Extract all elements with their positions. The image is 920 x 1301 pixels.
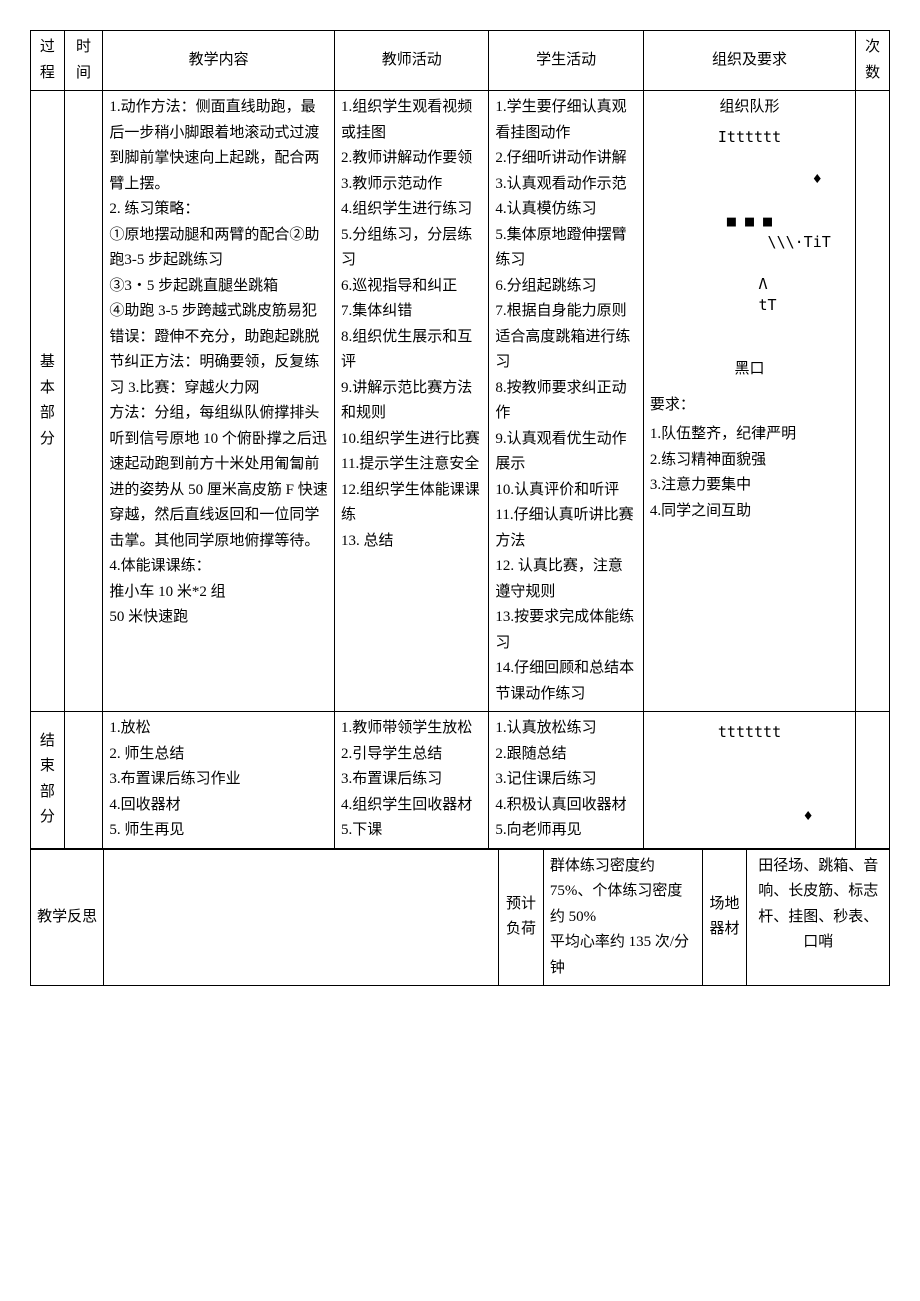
- equip-text: 田径场、跳箱、音响、长皮筋、标志杆、挂图、秒表、口哨: [747, 849, 890, 986]
- main-teacher-cell: 1.组织学生观看视频或挂图 2.教师讲解动作要领 3.教师示范动作 4.组织学生…: [335, 91, 489, 712]
- org-req-text: 1.队伍整齐，纪律严明 2.练习精神面貌强 3.注意力要集中 4.同学之间互助: [650, 418, 849, 524]
- header-student: 学生活动: [489, 31, 643, 91]
- org-req-label: 要求：: [650, 389, 849, 419]
- main-student-cell: 1.学生要仔细认真观看挂图动作 2.仔细听讲动作讲解 3.认真观看动作示范 4.…: [489, 91, 643, 712]
- reflect-label: 教学反思: [31, 849, 104, 986]
- header-row: 过程 时间 教学内容 教师活动 学生活动 组织及要求 次数: [31, 31, 890, 91]
- header-process: 过程: [31, 31, 65, 91]
- end-org-cell: ttttttt ♦: [643, 712, 855, 849]
- main-time-cell: [64, 91, 103, 712]
- lesson-plan-table: 过程 时间 教学内容 教师活动 学生活动 组织及要求 次数 基本部分 1.动作方…: [30, 30, 890, 849]
- reflect-text-cell: [104, 849, 499, 986]
- header-count: 次数: [856, 31, 890, 91]
- end-student-cell: 1.认真放松练习 2.跟随总结 3.记住课后练习 4.积极认真回收器材 5.向老…: [489, 712, 643, 849]
- header-time: 时间: [64, 31, 103, 91]
- footer-row: 教学反思 预计负荷 群体练习密度约 75%、个体练习密度约 50% 平均心率约 …: [31, 849, 890, 986]
- end-section-row: 结束部分 1.放松 2. 师生总结 3.布置课后练习作业 4.回收器材 5. 师…: [31, 712, 890, 849]
- header-org: 组织及要求: [643, 31, 855, 91]
- end-count-cell: [856, 712, 890, 849]
- lesson-plan-footer: 教学反思 预计负荷 群体练习密度约 75%、个体练习密度约 50% 平均心率约 …: [30, 849, 890, 987]
- header-teacher: 教师活动: [335, 31, 489, 91]
- end-teacher-cell: 1.教师带领学生放松 2.引导学生总结 3.布置课后练习 4.组织学生回收器材 …: [335, 712, 489, 849]
- org-diagram-main: Itttttt ♦ ■ ■ ■ \\\·TiT Λ tT 黑口: [650, 121, 849, 389]
- main-content-cell: 1.动作方法：侧面直线助跑，最后一步稍小脚跟着地滚动式过渡到脚前掌快速向上起跳，…: [103, 91, 335, 712]
- main-section-row: 基本部分 1.动作方法：侧面直线助跑，最后一步稍小脚跟着地滚动式过渡到脚前掌快速…: [31, 91, 890, 712]
- end-process-label: 结束部分: [31, 712, 65, 849]
- main-count-cell: [856, 91, 890, 712]
- end-content-cell: 1.放松 2. 师生总结 3.布置课后练习作业 4.回收器材 5. 师生再见: [103, 712, 335, 849]
- pred-label: 预计负荷: [499, 849, 544, 986]
- equip-label: 场地器材: [702, 849, 747, 986]
- end-time-cell: [64, 712, 103, 849]
- header-content: 教学内容: [103, 31, 335, 91]
- main-process-label: 基本部分: [31, 91, 65, 712]
- org-title: 组织队形: [650, 95, 849, 121]
- pred-text: 群体练习密度约 75%、个体练习密度约 50% 平均心率约 135 次/分钟: [543, 849, 702, 986]
- org-diagram-end: ttttttt ♦: [650, 716, 849, 837]
- main-org-cell: 组织队形 Itttttt ♦ ■ ■ ■ \\\·TiT Λ tT 黑口 要求：…: [643, 91, 855, 712]
